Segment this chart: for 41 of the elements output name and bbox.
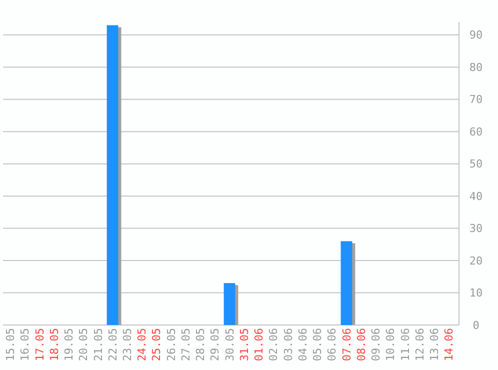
x-tick-label: 28.05 xyxy=(194,328,208,362)
x-tick-label: 05.06 xyxy=(311,328,324,362)
x-tick-label: 26.05 xyxy=(164,328,178,362)
x-tick-label: 18.05 xyxy=(48,328,61,362)
y-tick-label: 40 xyxy=(469,190,483,203)
x-tick-label: 23.05 xyxy=(120,328,134,362)
x-tick-label: 31.05 xyxy=(238,328,251,362)
x-tick-label: 09.06 xyxy=(370,328,383,362)
x-tick-label: 02.06 xyxy=(267,328,280,362)
x-tick-label: 03.06 xyxy=(282,328,295,362)
y-tick-label: 60 xyxy=(469,125,483,138)
x-tick-label: 25.05 xyxy=(150,328,164,362)
x-tick-label: 11.06 xyxy=(398,328,412,362)
x-tick-label: 17.05 xyxy=(33,328,46,362)
x-tick-label: 08.06 xyxy=(354,328,368,362)
x-tick-label: 04.06 xyxy=(296,328,310,362)
y-tick-label: 30 xyxy=(469,222,483,236)
y-tick-label: 0 xyxy=(472,318,480,332)
x-tick-label: 29.05 xyxy=(208,328,222,362)
x-tick-label: 07.06 xyxy=(340,328,354,362)
x-tick-label: 10.06 xyxy=(384,328,398,362)
y-tick-label: 50 xyxy=(469,158,483,171)
y-tick-label: 20 xyxy=(469,254,483,268)
x-tick-label: 01.06 xyxy=(252,328,266,362)
y-tick-label: 80 xyxy=(469,60,483,74)
y-tick-label: 70 xyxy=(469,93,483,106)
x-tick-label: 15.05 xyxy=(4,328,18,362)
x-tick-label: 14.06 xyxy=(442,328,456,362)
x-tick-label: 06.06 xyxy=(326,328,339,362)
x-tick-label: 16.05 xyxy=(18,328,32,362)
x-tick-label: 27.05 xyxy=(179,328,192,362)
x-tick-label: 24.05 xyxy=(136,328,149,362)
y-tick-label: 90 xyxy=(469,28,483,42)
x-tick-label: 19.05 xyxy=(62,328,76,362)
x-tick-label: 22.05 xyxy=(106,328,120,362)
x-tick-label: 12.06 xyxy=(413,328,426,362)
x-tick-label: 21.05 xyxy=(92,328,105,362)
x-tick-label: 30.05 xyxy=(223,328,236,362)
x-tick-label: 20.05 xyxy=(77,328,90,362)
x-tick-label: 13.06 xyxy=(428,328,442,362)
y-tick-label: 10 xyxy=(469,286,483,300)
